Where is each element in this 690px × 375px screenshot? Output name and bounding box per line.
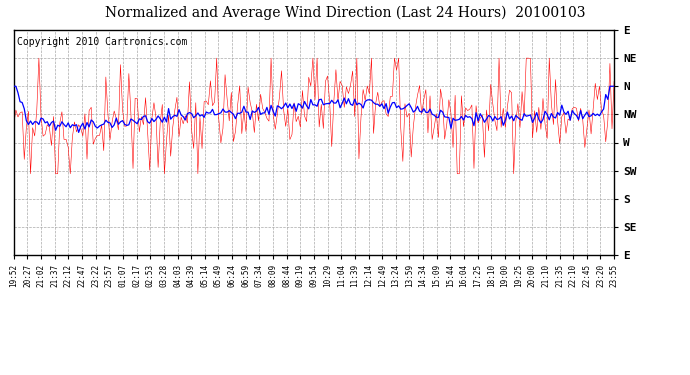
Text: Copyright 2010 Cartronics.com: Copyright 2010 Cartronics.com bbox=[17, 37, 187, 47]
Text: Normalized and Average Wind Direction (Last 24 Hours)  20100103: Normalized and Average Wind Direction (L… bbox=[105, 6, 585, 20]
